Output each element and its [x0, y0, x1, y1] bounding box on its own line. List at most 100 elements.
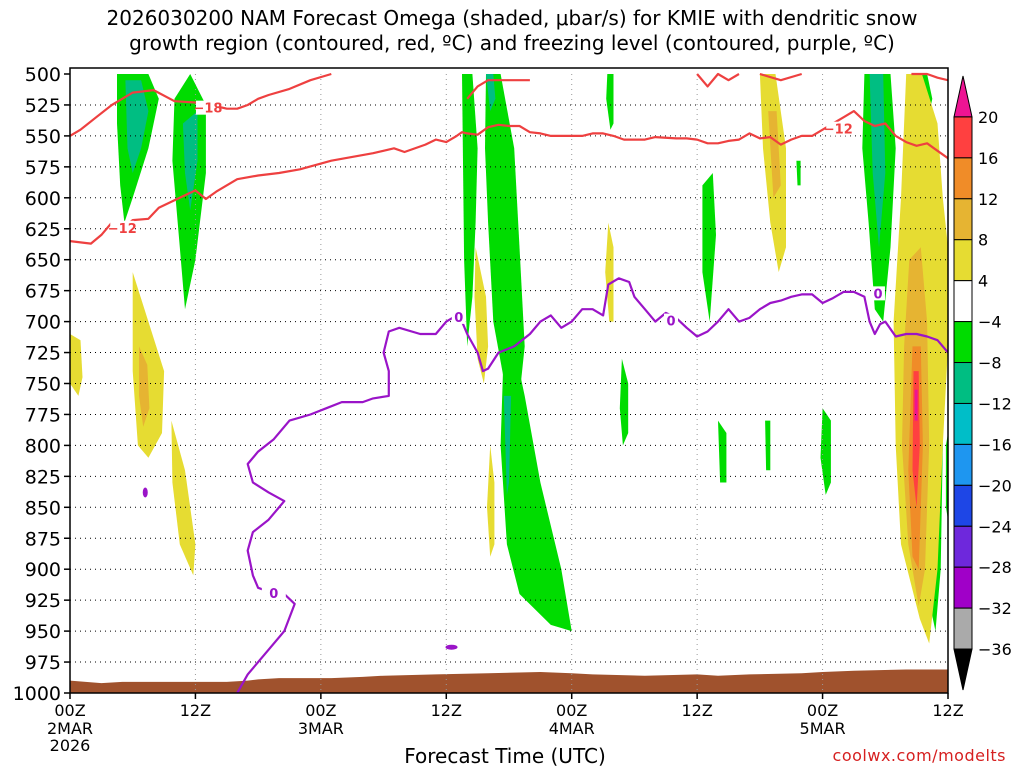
y-tick-label-750: 750	[25, 374, 61, 396]
x-tick-label-84: 12Z	[932, 701, 963, 720]
omega-region-16	[605, 222, 614, 322]
dgz-contour-label-0: −18	[193, 102, 222, 117]
terrain-area	[70, 669, 948, 693]
freezing-contour-label-0: 0	[269, 587, 278, 602]
omega-region-22	[768, 111, 781, 198]
x-tick-sublabel-48: 4MAR	[549, 719, 595, 738]
omega-region-9	[485, 74, 525, 396]
colorbar-band-14	[953, 648, 973, 691]
colorbar-label-1: 16	[978, 149, 998, 168]
x-tick-sublabel-72: 5MAR	[800, 719, 846, 738]
y-tick-label-925: 925	[25, 590, 61, 612]
colorbar-band-10	[953, 484, 973, 527]
dgz-contour-label-bg-2	[826, 121, 851, 136]
freezing-label-bg-extra-2	[870, 286, 885, 301]
omega-region-4	[70, 334, 83, 396]
omega-region-19	[718, 420, 727, 483]
chart-title-line-1: 2026030200 NAM Forecast Omega (shaded, μ…	[106, 6, 918, 30]
colorbar-band-4	[953, 239, 973, 282]
y-tick-label-625: 625	[25, 219, 61, 241]
colorbar-label-9: −20	[978, 476, 1012, 495]
contour-layer: −18 −12 −12 0 0 0 0	[70, 72, 948, 693]
x-tick-label-72: 00Z	[807, 701, 838, 720]
freezing-contour-label-bg-0	[261, 585, 286, 600]
axes-layer: 500 525 550 575 600 625 650 675 700 725 750 775 800 8…	[13, 64, 964, 755]
x-tick-sublabel-0: 2MAR	[47, 719, 93, 738]
colorbar-label-11: −28	[978, 558, 1012, 577]
colorbar-label-2: 12	[978, 190, 998, 209]
y-tick-label-825: 825	[25, 466, 61, 488]
y-tick-label-775: 775	[25, 404, 61, 426]
colorbar-label-4: 4	[978, 272, 988, 291]
colorbar-band-9	[953, 443, 973, 486]
y-tick-label-800: 800	[25, 435, 61, 457]
chart-title-line-2: growth region (contoured, red, ºC) and f…	[129, 31, 895, 55]
freezing-label-extra-0: 0	[454, 311, 463, 326]
grid-layer	[70, 74, 948, 693]
colorbar-band-12	[953, 566, 973, 609]
x-tick-label-36: 12Z	[431, 701, 462, 720]
colorbar-label-12: −32	[978, 599, 1012, 618]
colorbar-label-10: −24	[978, 517, 1012, 536]
freezing-label-bg-extra-0	[451, 309, 466, 324]
omega-region-1	[125, 80, 149, 173]
dgz-contour-label-bg-0	[195, 100, 220, 115]
colorbar-label-5: −4	[978, 313, 1002, 332]
omega-region-33	[914, 389, 918, 421]
freezing-blob	[445, 644, 458, 650]
y-tick-label-950: 950	[25, 621, 61, 643]
omega-region-3	[182, 111, 198, 211]
dgz-contour-3	[696, 72, 740, 88]
omega-region-24	[820, 408, 831, 495]
colorbar-label-3: 8	[978, 231, 988, 250]
omega-region-8	[462, 74, 478, 347]
omega-region-17	[619, 358, 629, 446]
omega-region-32	[912, 371, 920, 508]
y-tick-label-525: 525	[25, 95, 61, 117]
colorbar-band-1	[953, 116, 973, 159]
omega-region-15	[606, 74, 614, 130]
omega-region-14	[487, 445, 495, 557]
freezing-label-bg-extra-1	[664, 313, 679, 328]
dgz-contour-label-2: −12	[824, 123, 853, 138]
dgz-contour-label-bg-1	[110, 220, 135, 235]
y-tick-label-975: 975	[25, 652, 61, 674]
x-tick-label-60: 12Z	[681, 701, 712, 720]
terrain-layer	[70, 669, 948, 693]
colorbar-band-7	[953, 362, 973, 404]
omega-region-18	[702, 173, 716, 322]
omega-region-6	[139, 346, 150, 427]
omega-blob-purple	[142, 487, 148, 498]
x-tick-year-0: 2026	[50, 736, 91, 755]
freezing-label-extra-2: 0	[873, 287, 882, 302]
colorbar-band-8	[953, 402, 973, 445]
source-credit: coolwx.com/modelts	[832, 746, 1006, 765]
y-tick-label-1000: 1000	[13, 683, 61, 705]
omega-region-20	[765, 420, 771, 471]
omega-region-10	[486, 74, 496, 112]
dgz-contour-2	[466, 79, 530, 100]
dgz-contour-5	[911, 72, 948, 82]
y-tick-label-725: 725	[25, 343, 61, 365]
colorbar-label-0: 20	[978, 108, 998, 127]
omega-region-23	[796, 160, 801, 186]
x-tick-label-0: 00Z	[54, 701, 85, 720]
colorbar-band-0	[953, 75, 973, 118]
colorbar-band-2	[953, 157, 973, 200]
dgz-contour-1	[70, 109, 948, 245]
y-tick-label-900: 900	[25, 559, 61, 581]
y-tick-label-575: 575	[25, 157, 61, 179]
omega-region-7	[171, 420, 196, 576]
omega-region-12	[500, 346, 572, 632]
plot-frame	[69, 67, 949, 694]
omega-region-5	[132, 272, 165, 458]
y-tick-label-700: 700	[25, 312, 61, 334]
colorbar-band-13	[953, 607, 973, 650]
y-tick-label-550: 550	[25, 126, 61, 148]
omega-region-11	[474, 247, 489, 384]
colorbar-label-8: −16	[978, 435, 1012, 454]
freezing-contour-0	[236, 277, 948, 693]
y-tick-label-650: 650	[25, 250, 61, 272]
colorbar-band-6	[953, 321, 973, 364]
